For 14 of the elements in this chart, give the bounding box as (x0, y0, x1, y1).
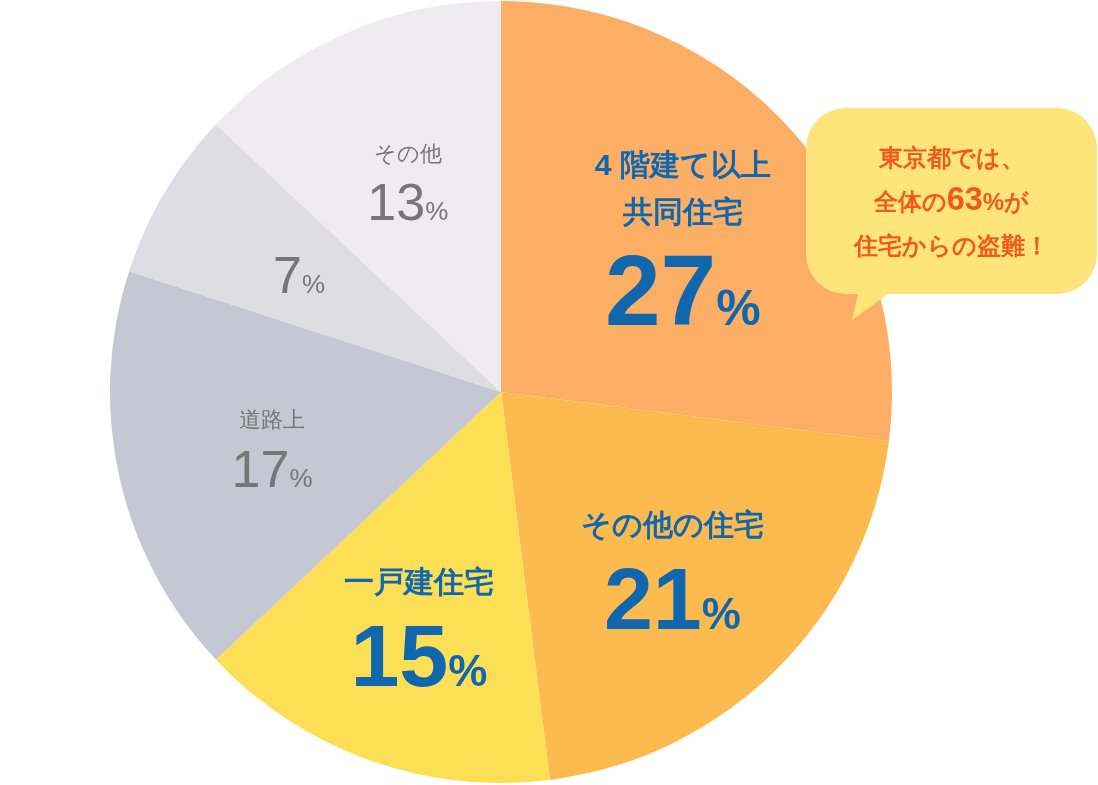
slice-label: 道路上 (239, 407, 306, 433)
slice-label: その他の住宅 (580, 508, 764, 542)
data-label: 7% (273, 245, 326, 304)
data-label: 27% (604, 234, 761, 347)
data-label: 15% (350, 605, 488, 705)
data-label: 21% (603, 549, 741, 649)
annotation: 東京都では、 (878, 144, 1025, 172)
data-label: 13% (367, 173, 449, 232)
slice-label: その他 (373, 140, 442, 166)
annotation: 住宅からの盗難！ (854, 232, 1049, 260)
data-label: 17% (231, 439, 313, 498)
annotation: 全体の63%が (873, 181, 1030, 218)
slice-label: 一戸建住宅 (343, 564, 494, 598)
slice-label: 4 階建て以上共同住宅 (594, 148, 771, 228)
